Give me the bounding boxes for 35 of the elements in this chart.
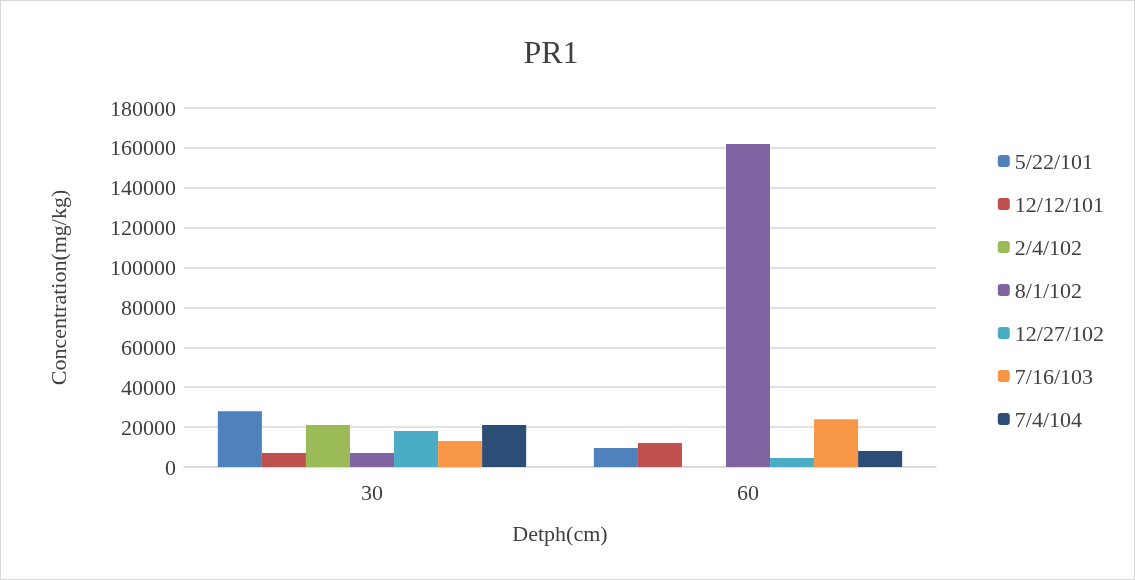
bar	[725, 143, 771, 467]
bar	[438, 441, 483, 467]
y-tick-label: 140000	[110, 175, 176, 201]
y-axis-title: Concentration(mg/kg)	[45, 189, 71, 386]
chart-title: PR1	[523, 34, 579, 70]
bar	[858, 451, 903, 467]
y-tick-label: 100000	[110, 255, 176, 281]
y-tick-label: 180000	[110, 95, 176, 121]
legend-label: 7/16/103	[1014, 363, 1094, 389]
legend-label: 7/4/104	[1014, 406, 1083, 432]
x-tick-label: 60	[737, 479, 759, 505]
bar	[261, 453, 306, 467]
bar	[637, 443, 682, 467]
y-tick-label: 20000	[121, 414, 176, 440]
y-tick-label: 120000	[110, 215, 176, 241]
bar	[349, 453, 395, 467]
legend-label: 2/4/102	[1014, 234, 1083, 260]
y-tick-label: 40000	[121, 374, 176, 400]
y-tick-label: 0	[165, 454, 176, 480]
legend-label: 12/12/101	[1014, 191, 1105, 217]
bar	[593, 448, 638, 467]
x-axis-title: Detph(cm)	[512, 520, 608, 546]
y-tick-label: 80000	[121, 294, 176, 320]
bar	[770, 458, 815, 467]
bar	[394, 431, 439, 467]
y-tick-label: 60000	[121, 334, 176, 360]
legend-label: 12/27/102	[1014, 320, 1105, 346]
y-tick-label: 160000	[110, 135, 176, 161]
bar	[305, 425, 350, 467]
bar	[217, 411, 262, 467]
bar	[814, 419, 859, 467]
legend-label: 5/22/101	[1014, 148, 1094, 174]
bar	[482, 425, 527, 467]
legend-label: 8/1/102	[1014, 277, 1083, 303]
x-tick-label: 30	[361, 479, 383, 505]
